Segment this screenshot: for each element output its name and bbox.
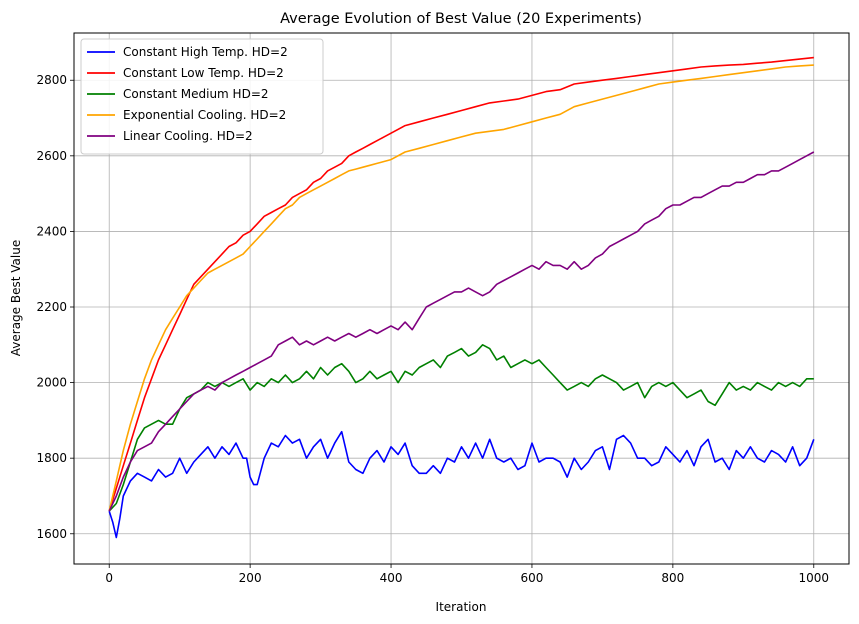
- series-line-1: [108, 430, 815, 539]
- x-tick-label: 400: [380, 571, 403, 585]
- legend-entry-label: Constant Medium HD=2: [123, 87, 269, 101]
- legend-entry-label: Constant Low Temp. HD=2: [123, 66, 284, 80]
- x-tick-label: 1000: [798, 571, 829, 585]
- series-line-2: [108, 56, 814, 512]
- series-line-4: [108, 64, 814, 512]
- y-tick-label: 1800: [36, 451, 67, 465]
- series-layer: [108, 56, 815, 539]
- y-tick-label: 2400: [36, 224, 67, 238]
- legend-entry-label: Linear Cooling. HD=2: [123, 129, 253, 143]
- y-axis: 1600 1800 2000 2200 2400 2600 2800: [36, 73, 74, 541]
- x-axis: 0 200 400 600 800 1000: [105, 564, 829, 585]
- y-tick-label: 2200: [36, 300, 67, 314]
- y-tick-label: 2800: [36, 73, 67, 87]
- series-line-5: [108, 151, 815, 512]
- series-line-3: [108, 343, 814, 512]
- y-tick-label: 2000: [36, 376, 67, 390]
- x-tick-label: 200: [239, 571, 262, 585]
- y-tick-label: 1600: [36, 527, 67, 541]
- legend-entry-label: Constant High Temp. HD=2: [123, 45, 288, 59]
- gridlines: [74, 33, 849, 564]
- legend-entry-label: Exponential Cooling. HD=2: [123, 108, 286, 122]
- x-tick-label: 0: [105, 571, 113, 585]
- x-axis-label: Iteration: [436, 600, 487, 614]
- plot-area-frame: [73, 32, 850, 565]
- x-tick-label: 800: [661, 571, 684, 585]
- x-tick-label: 600: [521, 571, 544, 585]
- legend: Constant High Temp. HD=2 Constant Low Tem…: [80, 38, 324, 155]
- y-axis-label: Average Best Value: [9, 240, 23, 356]
- legend-box: [80, 38, 324, 155]
- y-tick-label: 2600: [36, 149, 67, 163]
- chart-title: Average Evolution of Best Value (20 Expe…: [280, 11, 642, 27]
